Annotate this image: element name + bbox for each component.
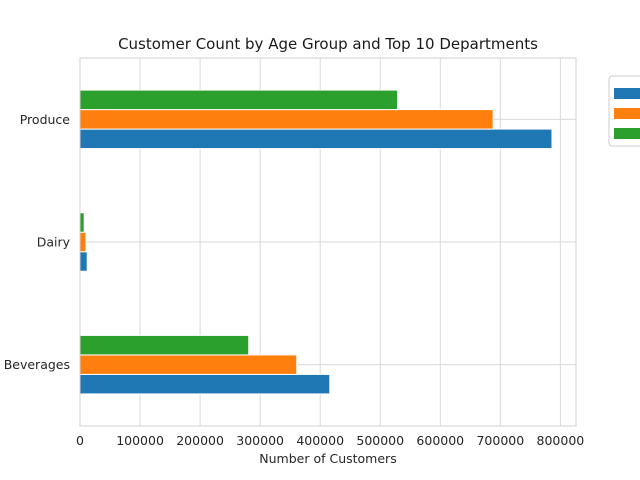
y-tick-label: Beverages (4, 357, 70, 372)
x-tick-label: 600000 (416, 433, 464, 448)
x-tick-label: 300000 (236, 433, 284, 448)
x-axis-label: Number of Customers (259, 451, 396, 466)
plot-frame (79, 57, 577, 427)
bar (79, 354, 298, 375)
bar (79, 212, 85, 233)
bar (79, 373, 331, 395)
legend-swatch (614, 88, 640, 99)
bar (79, 128, 553, 150)
bar (79, 109, 494, 130)
x-tick-label: 800000 (537, 433, 585, 448)
x-tick-label: 200000 (176, 433, 224, 448)
x-tick-label: 500000 (356, 433, 404, 448)
chart-title: Customer Count by Age Group and Top 10 D… (118, 35, 538, 53)
x-tick-label: 400000 (296, 433, 344, 448)
bar (79, 251, 88, 272)
legend-swatch (614, 128, 640, 139)
x-tick-label: 0 (76, 433, 84, 448)
x-tick-label: 700000 (476, 433, 524, 448)
legend (608, 75, 640, 147)
x-tick-label: 100000 (116, 433, 164, 448)
y-tick-labels: Beverages Dairy Produce (4, 112, 71, 372)
bar (79, 334, 250, 356)
bar (79, 231, 87, 253)
y-tick-label: Dairy (37, 235, 71, 250)
x-tick-labels: 0 100000 200000 300000 400000 500000 600000 700… (76, 433, 584, 448)
legend-swatch (614, 108, 640, 119)
y-tick-label: Produce (20, 112, 71, 127)
bar (79, 89, 399, 111)
